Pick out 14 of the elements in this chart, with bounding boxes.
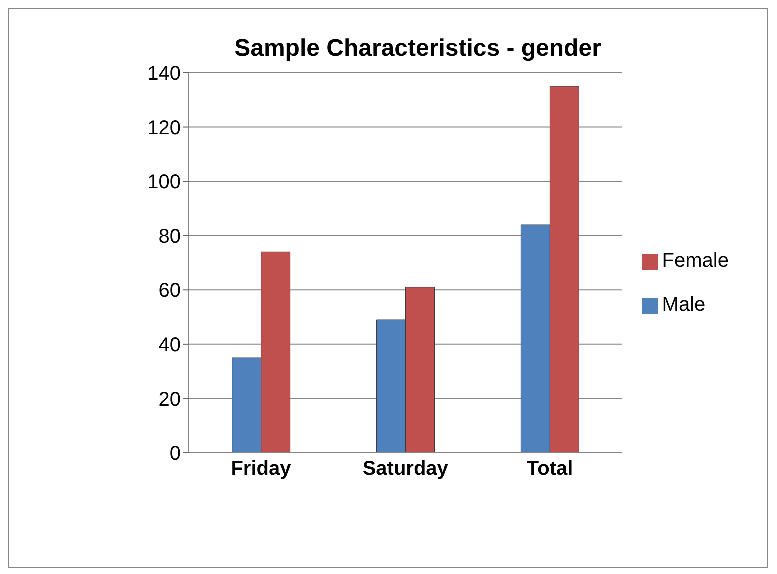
y-tick-label: 40 xyxy=(158,334,181,357)
y-tick-label: 20 xyxy=(158,388,181,411)
y-tick-label: 60 xyxy=(158,280,181,302)
legend-label: Female xyxy=(662,250,729,272)
x-tick-label: Friday xyxy=(231,458,292,480)
x-tick-label: Total xyxy=(526,458,574,480)
y-tick-label: 0 xyxy=(170,443,181,466)
x-tick-label: Saturday xyxy=(362,458,450,480)
y-tick-label: 140 xyxy=(148,63,181,86)
y-tick-label: 100 xyxy=(148,172,181,194)
legend-label: Male xyxy=(662,294,706,316)
chart-title: Sample Characteristics - gender xyxy=(234,35,602,63)
y-tick-label: 80 xyxy=(158,226,181,248)
y-tick-label: 120 xyxy=(148,117,181,140)
